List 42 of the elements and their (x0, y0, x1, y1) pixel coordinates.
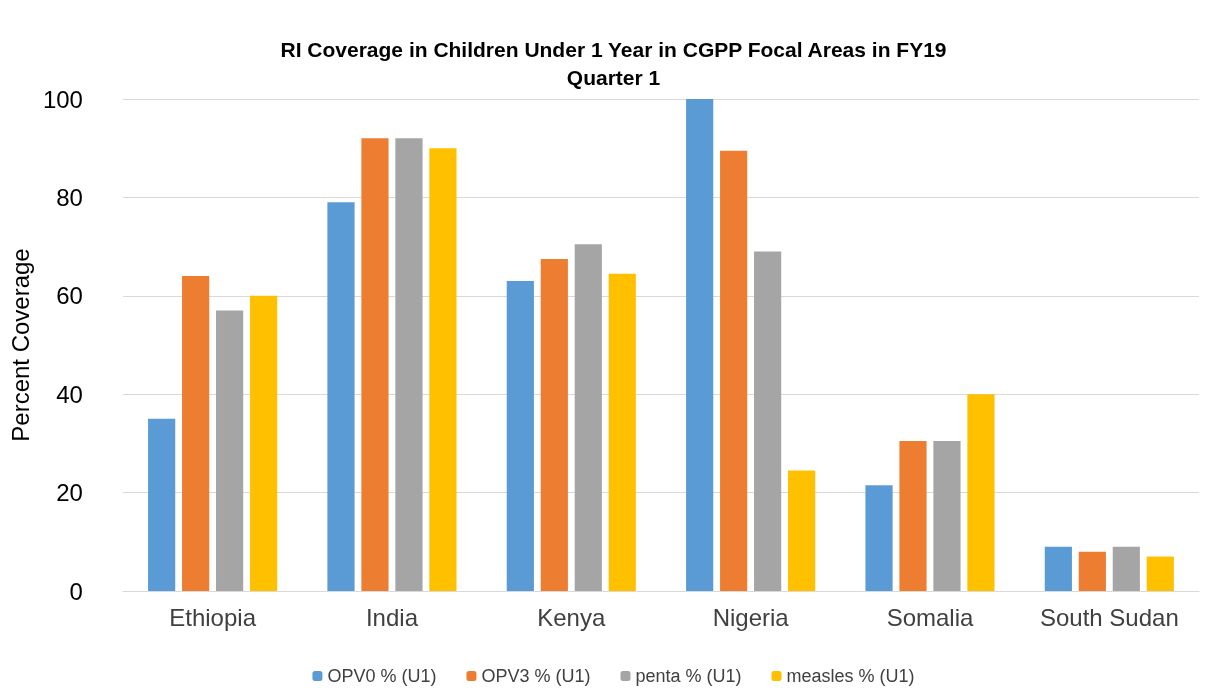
bar (1146, 556, 1174, 591)
y-tick-label: 60 (56, 282, 83, 310)
x-tick-label: Nigeria (712, 603, 790, 631)
y-tick-label: 20 (56, 479, 83, 507)
bar (754, 251, 782, 591)
bar (1044, 546, 1072, 591)
y-tick-label: 100 (42, 85, 83, 113)
y-axis-title: Percent Coverage (6, 248, 34, 442)
bar (788, 470, 816, 591)
bar (506, 281, 534, 591)
chart-title: RI Coverage in Children Under 1 Year in CGPP Focal Areas in FY19 Quarter 1 (280, 37, 947, 89)
bar (540, 258, 568, 591)
bar (720, 150, 748, 591)
bar (574, 244, 602, 591)
legend-label: OPV3 % (U1) (481, 666, 591, 686)
x-tick-label: South Sudan (1039, 603, 1179, 631)
x-tick-label: Somalia (886, 603, 974, 631)
bar (933, 440, 961, 591)
legend-label: OPV0 % (U1) (327, 666, 437, 686)
bar (327, 202, 355, 591)
bar (395, 138, 423, 591)
y-tick-label: 80 (56, 183, 83, 211)
legend-label: measles % (U1) (786, 666, 915, 686)
bar (429, 148, 457, 591)
bar (967, 394, 995, 591)
legend-label: penta % (U1) (635, 666, 742, 686)
bar (182, 276, 210, 591)
x-tick-label: India (365, 603, 419, 631)
bar (1112, 546, 1140, 591)
bar (216, 310, 244, 591)
bar (608, 273, 636, 591)
y-tick-label: 0 (69, 577, 83, 605)
x-tick-label: Kenya (537, 603, 606, 631)
bar (249, 295, 278, 591)
bar (865, 485, 893, 591)
y-tick-label: 40 (56, 380, 83, 408)
bar (899, 440, 927, 591)
bar (148, 418, 176, 591)
x-tick-label: Ethiopia (169, 603, 257, 631)
bar (1078, 551, 1106, 591)
bar (686, 99, 714, 591)
bar (361, 138, 389, 591)
